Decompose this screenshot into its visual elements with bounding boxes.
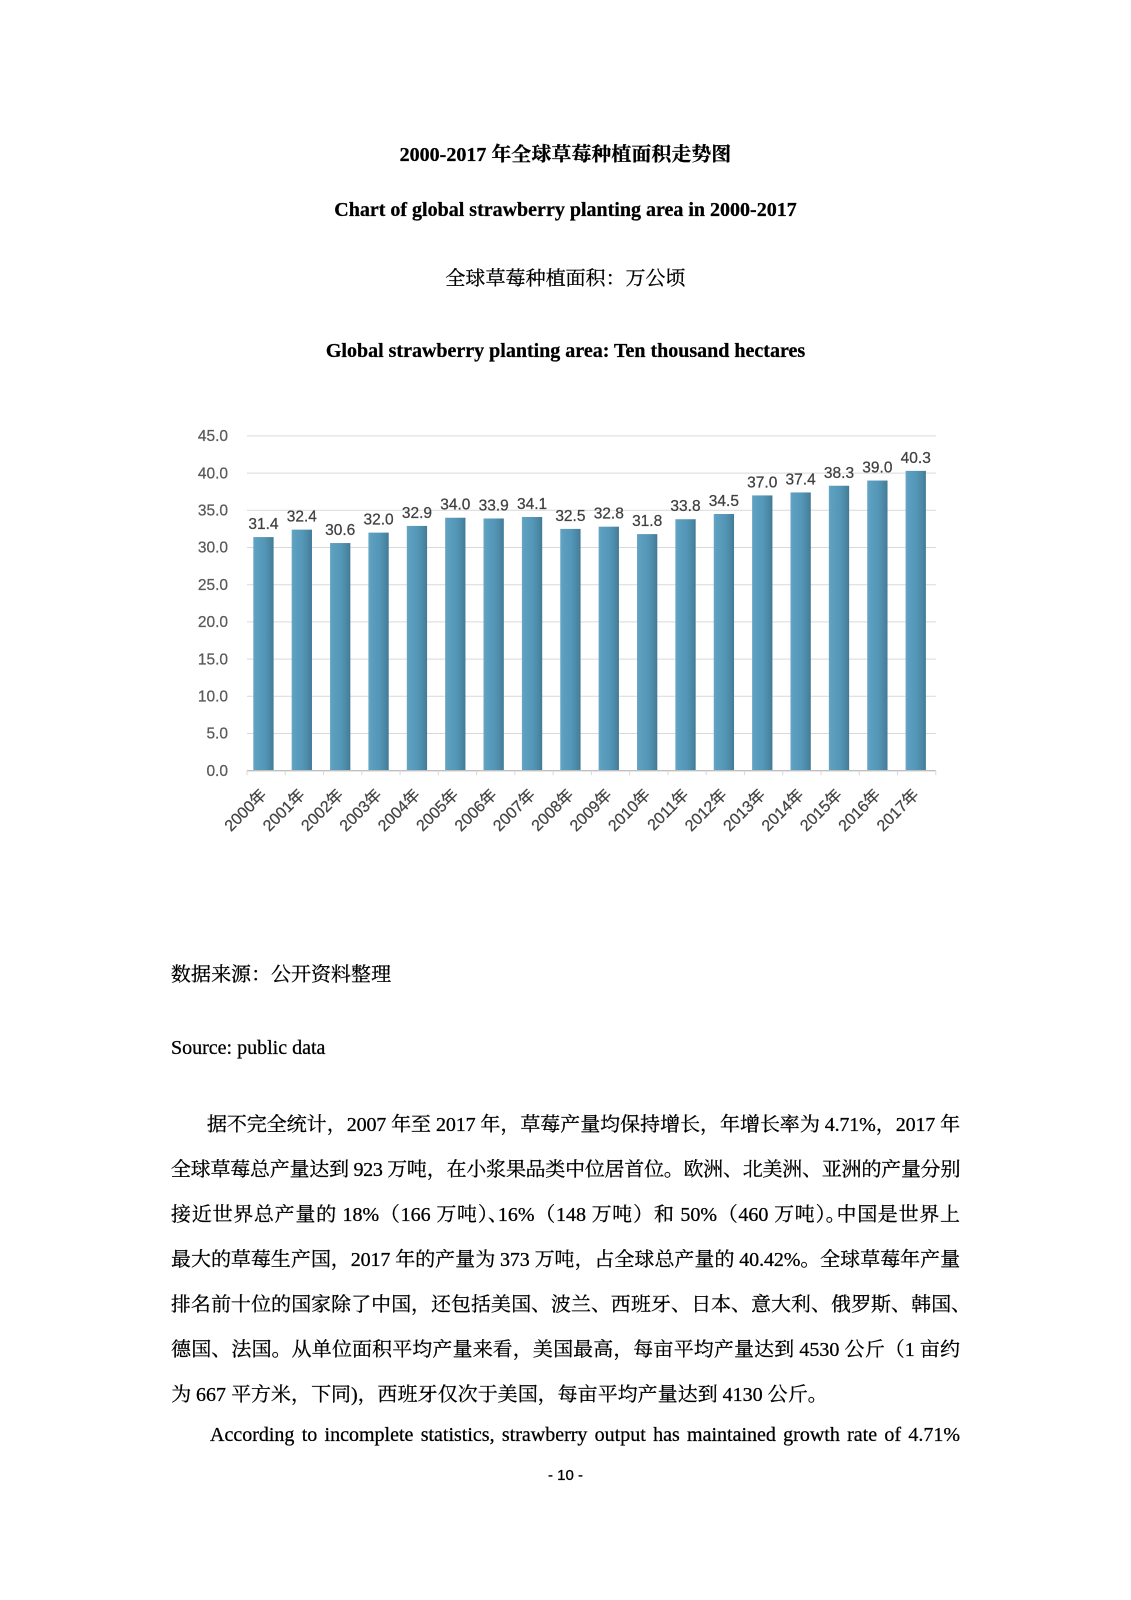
svg-text:33.9: 33.9 [479, 497, 509, 514]
svg-text:0.0: 0.0 [206, 763, 228, 780]
svg-text:2008年: 2008年 [528, 786, 577, 835]
svg-text:35.0: 35.0 [198, 503, 229, 520]
svg-text:2005年: 2005年 [413, 786, 462, 835]
svg-text:2003年: 2003年 [336, 786, 385, 835]
svg-text:2001年: 2001年 [259, 786, 308, 835]
svg-text:33.8: 33.8 [670, 498, 700, 515]
svg-text:32.5: 32.5 [555, 508, 585, 525]
svg-text:32.0: 32.0 [363, 512, 394, 529]
svg-text:30.0: 30.0 [198, 540, 229, 557]
svg-text:45.0: 45.0 [198, 428, 229, 445]
svg-text:38.3: 38.3 [824, 465, 854, 482]
svg-text:32.4: 32.4 [287, 509, 318, 526]
svg-text:2017年: 2017年 [873, 786, 922, 835]
svg-text:2004年: 2004年 [375, 786, 424, 835]
svg-text:2012年: 2012年 [681, 786, 730, 835]
svg-text:2010年: 2010年 [605, 786, 654, 835]
svg-text:40.3: 40.3 [901, 450, 931, 467]
svg-text:32.9: 32.9 [402, 505, 432, 522]
svg-text:2007年: 2007年 [490, 786, 539, 835]
svg-text:2000年: 2000年 [221, 786, 270, 835]
svg-text:37.0: 37.0 [747, 474, 778, 491]
svg-text:30.6: 30.6 [325, 522, 355, 539]
svg-text:5.0: 5.0 [206, 726, 228, 743]
svg-text:2002年: 2002年 [298, 786, 347, 835]
svg-text:25.0: 25.0 [198, 577, 229, 594]
svg-text:39.0: 39.0 [862, 460, 893, 477]
svg-text:34.0: 34.0 [440, 497, 471, 514]
svg-text:2014年: 2014年 [758, 786, 807, 835]
svg-text:2016年: 2016年 [835, 786, 884, 835]
svg-text:31.4: 31.4 [248, 516, 279, 533]
svg-text:34.5: 34.5 [709, 493, 739, 510]
svg-text:2013年: 2013年 [720, 786, 769, 835]
svg-text:15.0: 15.0 [198, 651, 229, 668]
svg-text:32.8: 32.8 [594, 506, 624, 523]
svg-text:2015年: 2015年 [797, 786, 846, 835]
svg-text:40.0: 40.0 [198, 465, 229, 482]
svg-text:34.1: 34.1 [517, 496, 547, 513]
svg-text:31.8: 31.8 [632, 513, 662, 530]
svg-text:2006年: 2006年 [451, 786, 500, 835]
svg-text:10.0: 10.0 [198, 689, 229, 706]
svg-text:2009年: 2009年 [566, 786, 615, 835]
svg-text:20.0: 20.0 [198, 614, 229, 631]
svg-text:37.4: 37.4 [786, 471, 817, 488]
